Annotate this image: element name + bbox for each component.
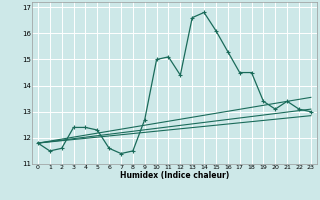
X-axis label: Humidex (Indice chaleur): Humidex (Indice chaleur) bbox=[120, 171, 229, 180]
